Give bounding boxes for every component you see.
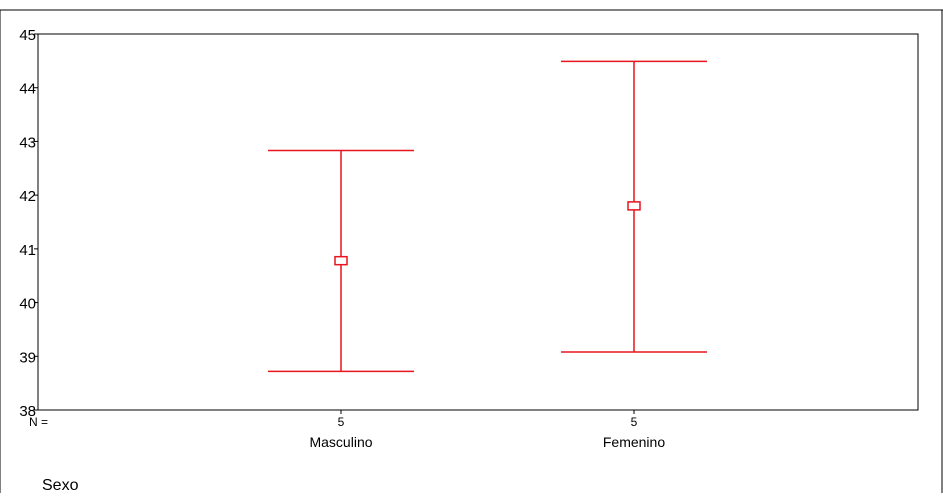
x-axis-title: Sexo — [42, 477, 79, 493]
y-tick-label-5: 40 — [19, 296, 36, 313]
error-bars — [268, 60, 707, 373]
plot-area — [37, 33, 919, 411]
y-tick-label-0: 45 — [19, 27, 36, 44]
y-tick-label-6: 39 — [19, 349, 36, 366]
error-bar-0 — [268, 149, 414, 373]
y-tick-label-2: 43 — [19, 134, 36, 151]
y-tick-label-3: 42 — [19, 188, 36, 205]
y-tick-label-4: 41 — [19, 242, 36, 259]
x-axis: 5 Masculino 5 Femenino — [309, 410, 665, 450]
n-label: N = — [29, 415, 48, 429]
n-value-0: 5 — [338, 415, 345, 429]
y-tick-label-1: 44 — [19, 81, 36, 98]
n-value-1: 5 — [631, 415, 638, 429]
mean-marker — [334, 255, 348, 266]
y-tick-label-7: 38 — [19, 403, 36, 420]
x-tick-label-1: Femenino — [603, 434, 665, 450]
mean-marker — [627, 201, 641, 211]
error-bar-1 — [561, 60, 707, 353]
y-axis: 45 44 43 42 41 40 39 38 — [19, 27, 38, 420]
x-tick-label-0: Masculino — [309, 434, 372, 450]
